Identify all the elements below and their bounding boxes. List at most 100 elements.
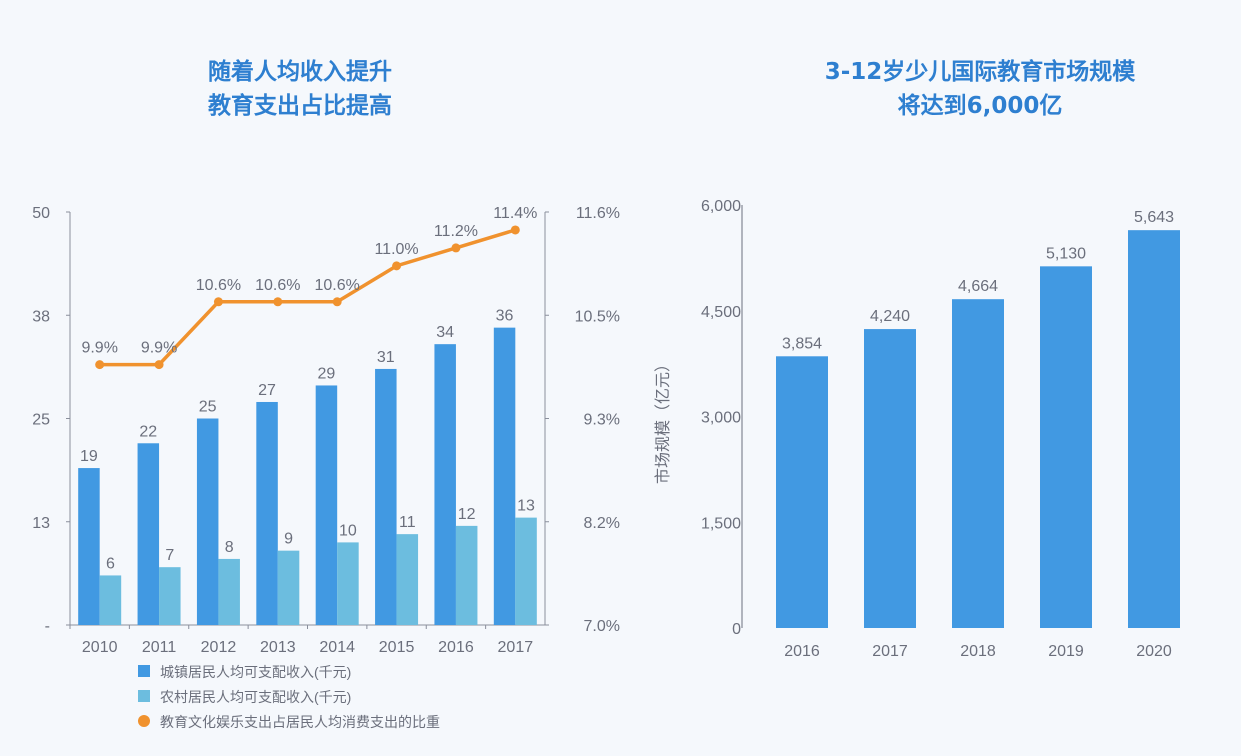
urban-bar-label: 31 (377, 349, 395, 366)
right-tick-label: 8.2% (584, 515, 620, 532)
market-size-bar (1128, 230, 1180, 628)
rural-income-bar (455, 525, 478, 625)
right-tick-label: 10.5% (575, 308, 620, 325)
education-share-point (213, 297, 223, 307)
urban-bar-label: 25 (199, 399, 217, 416)
left-title-line2: 教育支出占比提高 (208, 93, 392, 119)
x-tick-label: 2015 (379, 639, 415, 656)
education-share-label: 10.6% (255, 277, 300, 294)
rural-income-bar (99, 575, 122, 625)
rural-bar-label: 6 (106, 555, 115, 572)
right-chart-tick-label: 1,500 (701, 515, 741, 532)
right-chart-x-label: 2017 (872, 643, 908, 660)
left-tick-label: 50 (32, 205, 50, 222)
rural-income-bar (218, 558, 240, 625)
urban-bar-label: 19 (80, 448, 98, 465)
left-tick-label: 25 (32, 412, 50, 429)
legend-label: 城镇居民人均可支配收入(千元) (160, 664, 351, 680)
urban-income-bar (78, 468, 100, 625)
education-share-label: 11.0% (374, 241, 418, 258)
urban-bar-label: 22 (139, 423, 157, 440)
legend-marker (138, 715, 150, 727)
urban-bar-label: 36 (496, 308, 514, 325)
x-tick-label: 2016 (438, 639, 474, 656)
urban-income-bar (256, 401, 278, 625)
right-chart-tick-label: 3,000 (701, 410, 741, 427)
rural-bar-label: 8 (225, 539, 234, 556)
right-title-line1: 3-12岁少儿国际教育市场规模 (824, 59, 1136, 85)
x-tick-label: 2010 (82, 639, 118, 656)
education-share-point (332, 297, 342, 307)
right-chart-tick-label: 0 (732, 621, 741, 638)
rural-bar-label: 13 (517, 498, 535, 515)
rural-income-bar (337, 542, 359, 625)
x-tick-label: 2017 (498, 639, 534, 656)
urban-income-bar (493, 327, 516, 625)
left-tick-label: 38 (32, 308, 50, 325)
legend-swatch (138, 690, 150, 702)
market-size-bar (952, 299, 1004, 628)
urban-income-bar (137, 443, 160, 625)
market-size-bar (776, 356, 828, 628)
rural-income-bar (277, 550, 300, 625)
market-size-label: 3,854 (782, 335, 822, 352)
market-size-label: 4,664 (958, 278, 998, 295)
legend-label: 教育文化娱乐支出占居民人均消费支出的比重 (160, 714, 440, 730)
urban-income-bar (196, 418, 219, 625)
education-share-point (510, 225, 520, 235)
x-tick-label: 2011 (142, 639, 177, 656)
rural-bar-label: 10 (339, 522, 357, 539)
right-tick-label: 11.6% (576, 205, 620, 222)
education-share-line (99, 228, 516, 367)
education-share-label: 10.6% (315, 277, 360, 294)
left-tick-label: 13 (32, 515, 50, 532)
urban-bar-label: 27 (258, 382, 276, 399)
urban-income-bar (434, 344, 456, 625)
right-tick-label: 9.3% (584, 412, 620, 429)
x-tick-label: 2013 (260, 639, 296, 656)
x-tick-label: 2014 (319, 639, 355, 656)
right-chart-x-label: 2016 (784, 643, 820, 660)
right-chart-x-label: 2020 (1136, 643, 1172, 660)
market-size-label: 5,643 (1134, 209, 1174, 226)
education-share-point (154, 360, 164, 370)
education-share-label: 11.2% (434, 223, 478, 240)
education-share-point (95, 360, 105, 370)
education-share-point (392, 261, 402, 271)
rural-bar-label: 12 (458, 506, 476, 523)
urban-income-bar (315, 385, 338, 625)
education-share-label: 9.9% (81, 340, 117, 357)
rural-income-bar (159, 567, 181, 625)
urban-income-bar (375, 368, 397, 625)
rural-bar-label: 9 (284, 531, 293, 548)
right-chart-x-label: 2018 (960, 643, 996, 660)
education-share-point (273, 297, 283, 307)
right-chart-x-label: 2019 (1048, 643, 1084, 660)
rural-income-bar (396, 534, 419, 625)
market-size-label: 5,130 (1046, 245, 1086, 262)
legend-label: 农村居民人均可支配收入(千元) (160, 689, 351, 705)
right-chart-tick-label: 6,000 (701, 198, 741, 215)
urban-bar-label: 29 (318, 365, 336, 382)
right-tick-label: 7.0% (584, 618, 620, 635)
education-share-point (451, 243, 461, 253)
left-title-line1: 随着人均收入提升 (208, 59, 392, 85)
left-tick-label: - (45, 618, 50, 635)
urban-bar-label: 34 (436, 324, 454, 341)
education-share-label: 9.9% (141, 340, 177, 357)
rural-bar-label: 7 (165, 547, 174, 564)
right-chart-y-label: 市场规模（亿元） (654, 356, 672, 484)
rural-bar-label: 11 (399, 514, 416, 531)
market-size-bar (1040, 266, 1092, 628)
rural-income-bar (515, 517, 537, 625)
right-title-line2: 将达到6,000亿 (897, 93, 1063, 119)
market-size-bar (864, 329, 916, 628)
right-chart-title: 3-12岁少儿国际教育市场规模 将达到6,000亿 (780, 55, 1180, 123)
x-tick-label: 2012 (201, 639, 237, 656)
education-share-label: 11.4% (493, 205, 537, 222)
legend-swatch (138, 665, 150, 677)
market-size-label: 4,240 (870, 308, 910, 325)
right-chart-tick-label: 4,500 (701, 304, 741, 321)
education-share-label: 10.6% (196, 277, 241, 294)
